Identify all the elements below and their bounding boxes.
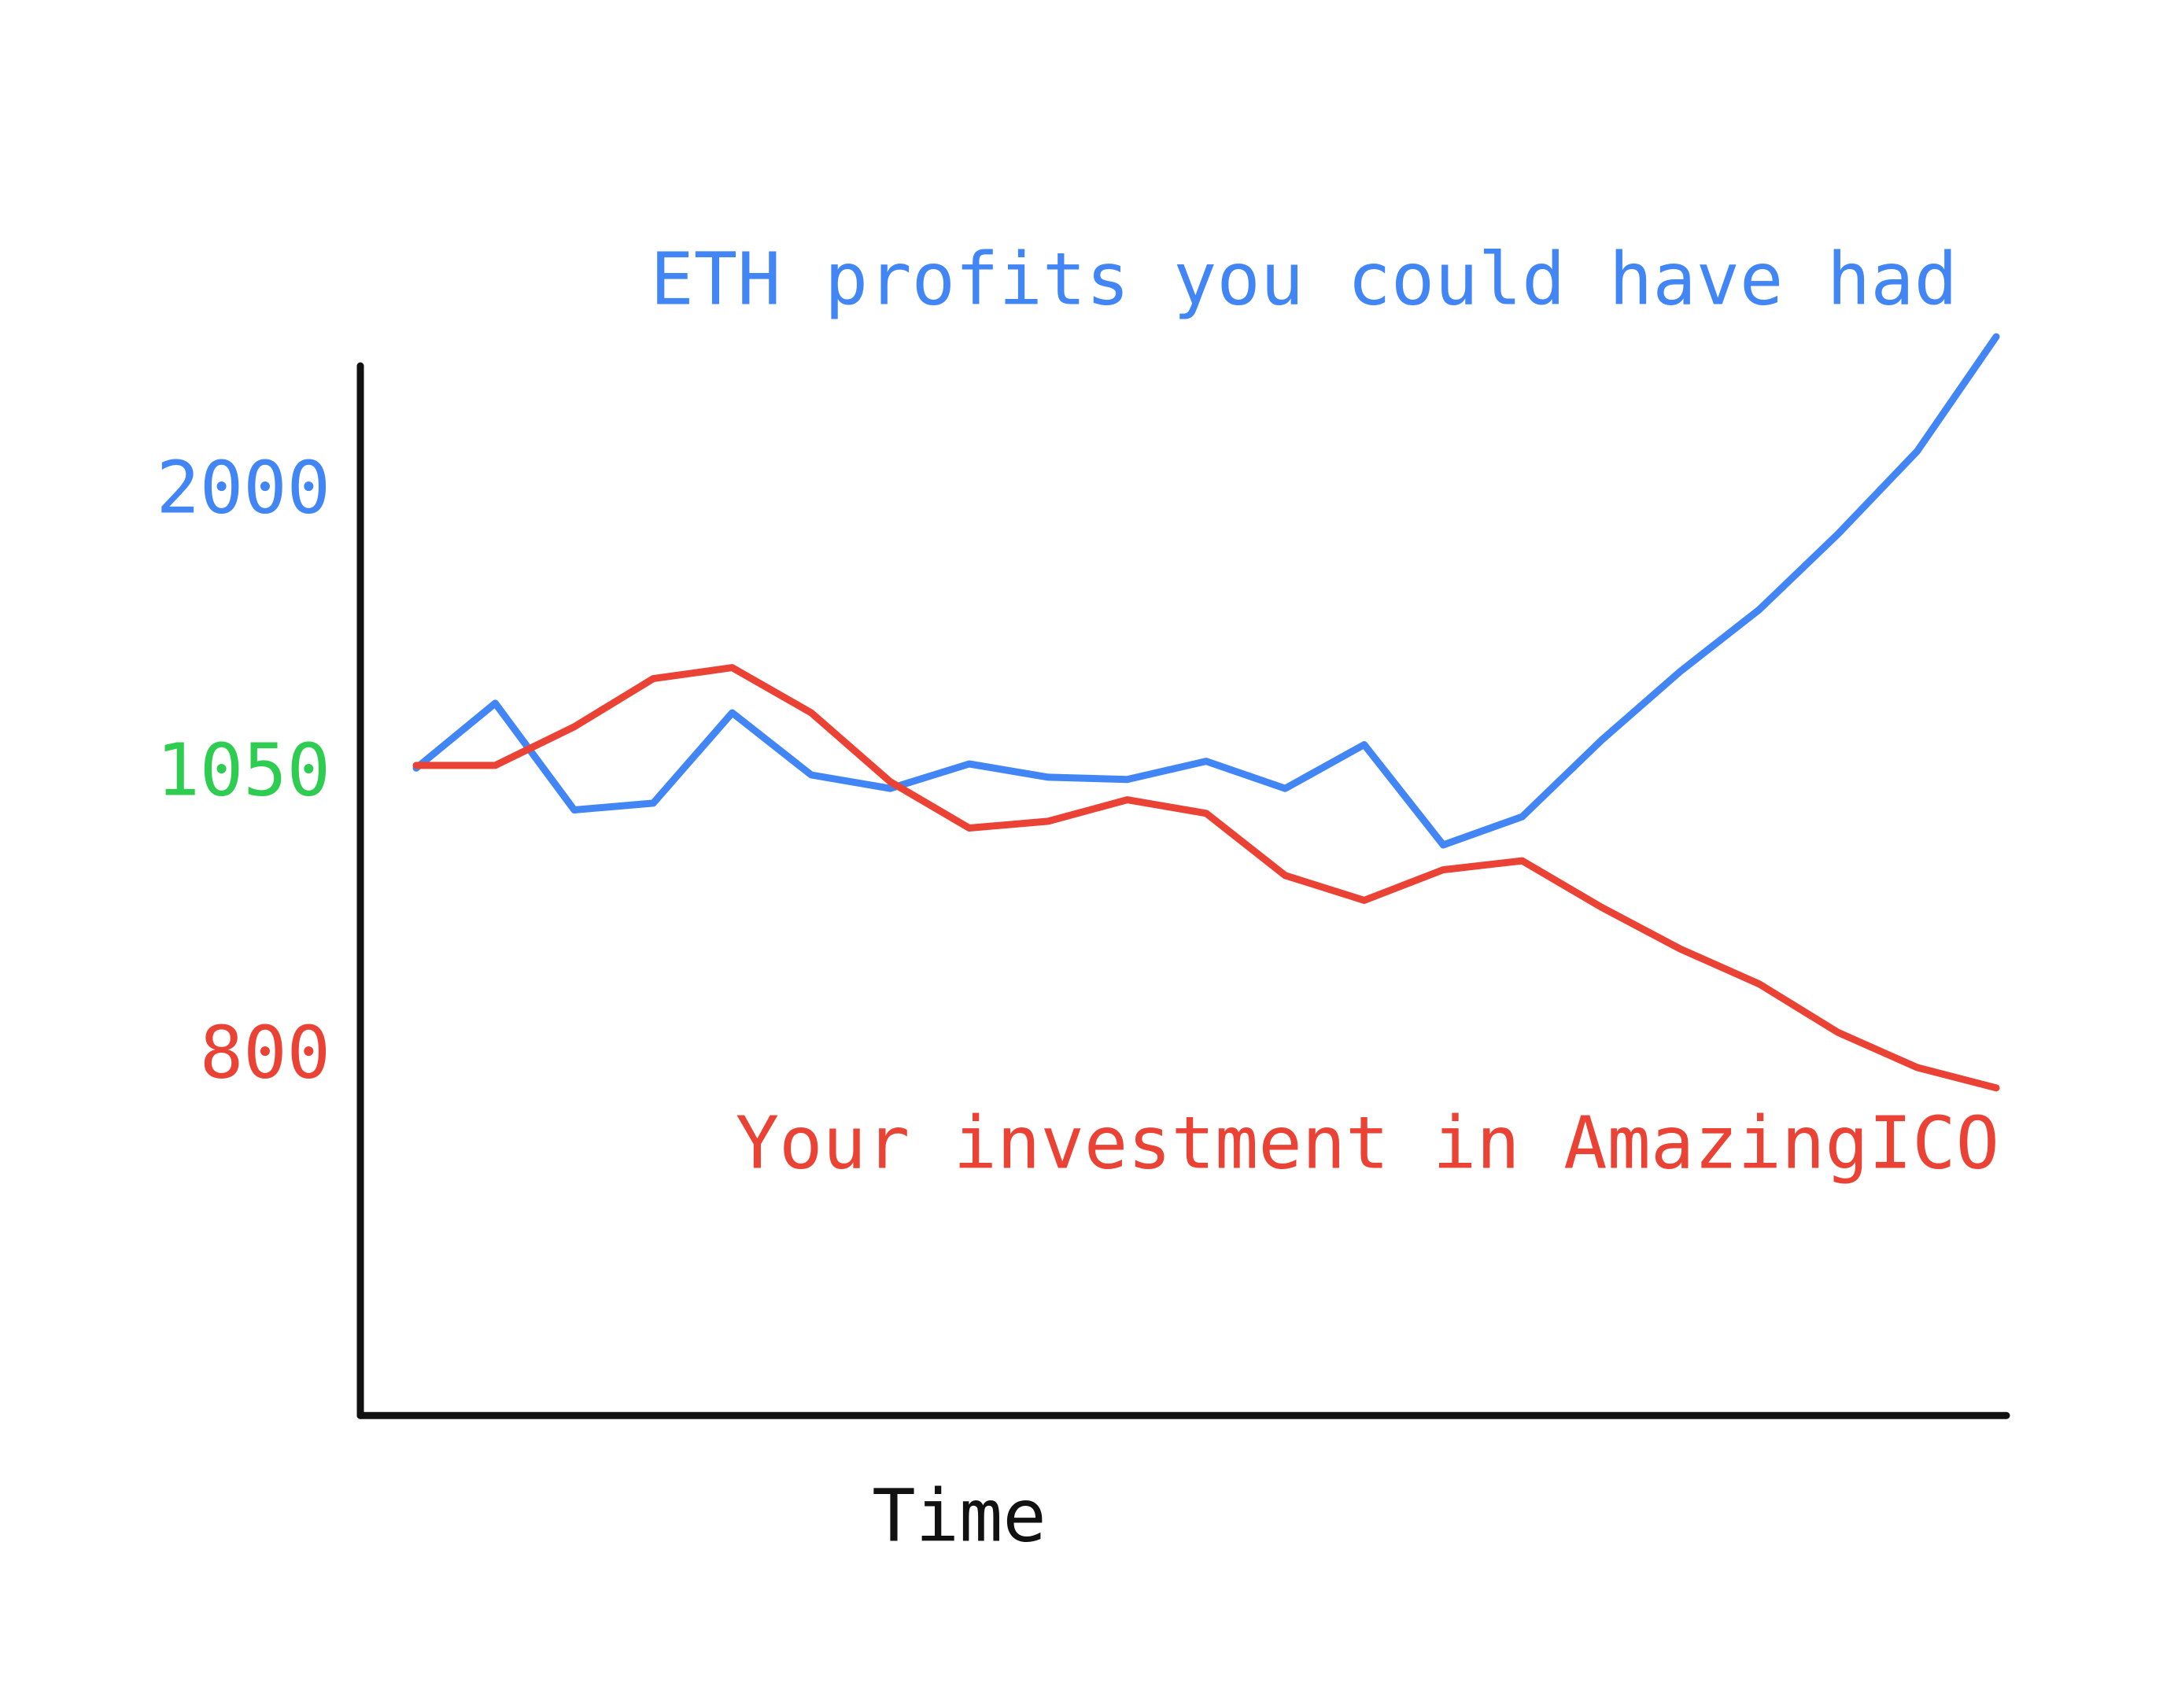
y-tick-label: 2000 [156, 445, 330, 529]
series-label: Your investment in AmazingICO [736, 1101, 1999, 1185]
series-line [412, 333, 2000, 849]
y-tick-label: 1050 [156, 728, 330, 812]
series-line [412, 664, 2000, 1092]
series-label: ETH profits you could have had [650, 237, 1958, 321]
y-tick-label: 800 [200, 1010, 330, 1094]
x-axis-label: Time [872, 1474, 1046, 1558]
